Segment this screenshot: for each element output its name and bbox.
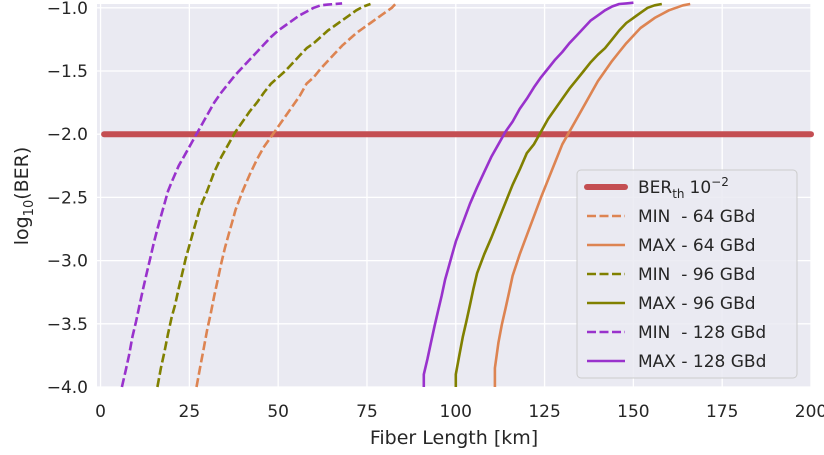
x-tick-label: 150	[617, 402, 649, 422]
y-axis-label-main: log	[11, 216, 33, 245]
x-tick-label: 75	[356, 402, 378, 422]
y-tick-label: −3.5	[47, 315, 88, 335]
legend-label-5: MIN - 128 GBd	[638, 323, 766, 343]
legend-label-1: MIN - 64 GBd	[638, 207, 755, 227]
y-tick-label: −2.0	[47, 125, 88, 145]
y-axis-label: log10(BER)	[11, 147, 37, 246]
legend-threshold-main: BER	[638, 178, 672, 198]
y-tick-label: −3.0	[47, 252, 88, 272]
legend-label-2: MAX - 64 GBd	[638, 236, 756, 256]
y-tick-label: −2.5	[47, 188, 88, 208]
legend-threshold-exp: −2	[711, 175, 729, 189]
x-tick-label: 0	[95, 402, 106, 422]
x-tick-labels: 0 25 50 75 100 125 150 175 200	[95, 402, 824, 422]
legend: BERth 10−2 MIN - 64 GBd MAX - 64 GBd MIN - …	[577, 170, 797, 378]
x-tick-label: 50	[267, 402, 289, 422]
legend-label-4: MAX - 96 GBd	[638, 294, 756, 314]
x-tick-label: 175	[706, 402, 738, 422]
y-tick-label: −1.0	[47, 0, 88, 19]
x-tick-label: 100	[440, 402, 472, 422]
y-tick-label: −1.5	[47, 62, 88, 82]
legend-label-6: MAX - 128 GBd	[638, 352, 766, 372]
legend-threshold-sub: th	[672, 187, 684, 201]
y-tick-label: −4.0	[47, 378, 88, 398]
legend-threshold-value: 10	[690, 178, 712, 198]
legend-label-3: MIN - 96 GBd	[638, 265, 755, 285]
x-tick-label: 125	[528, 402, 560, 422]
x-tick-label: 200	[795, 402, 824, 422]
x-axis-label: Fiber Length [km]	[370, 427, 538, 449]
y-axis-label-rest: (BER)	[11, 147, 33, 200]
x-tick-label: 25	[179, 402, 201, 422]
y-tick-labels: −1.0 −1.5 −2.0 −2.5 −3.0 −3.5 −4.0	[47, 0, 88, 398]
y-axis-label-subscript: 10	[22, 200, 37, 217]
